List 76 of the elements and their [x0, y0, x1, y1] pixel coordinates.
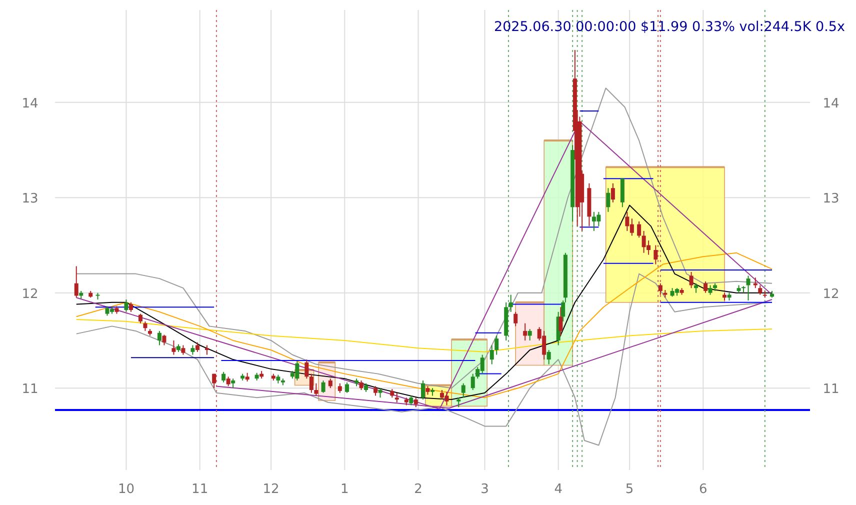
y2-tick-label: 13: [822, 192, 840, 207]
candlestick: [212, 373, 216, 389]
y-tick-label: 14: [22, 96, 38, 112]
candlestick: [546, 350, 551, 365]
candlestick: [374, 386, 378, 396]
candlestick: [222, 371, 226, 383]
candlestick: [610, 182, 615, 203]
candlestick: [461, 382, 466, 398]
candlestick: [157, 330, 162, 346]
candlestick: [124, 299, 128, 312]
line-series: [76, 88, 773, 389]
candlestick: [138, 313, 142, 324]
candlestick: [143, 320, 148, 332]
x-tick-label: 5: [625, 482, 634, 497]
candlestick: [620, 178, 624, 208]
candlestick: [494, 335, 499, 356]
candlestick: [409, 395, 414, 406]
candlestick: [470, 373, 475, 390]
text: 2025.06.30 00:00:00 $11.99 0.33% vol:244.5K 0.5x: [494, 19, 846, 35]
candlestick: [758, 284, 762, 296]
candlestick: [606, 188, 610, 212]
candlestick: [704, 280, 708, 294]
candlestick: [181, 344, 186, 356]
candlestick: [378, 388, 382, 398]
candlestick: [74, 266, 78, 298]
candlestick: [394, 392, 399, 403]
candlestick: [321, 380, 326, 394]
candlestick: [658, 282, 662, 296]
candlestick: [172, 340, 176, 356]
line-series: [76, 204, 773, 400]
candlestick: [309, 373, 314, 394]
candlestick: [195, 342, 200, 352]
candlestick: [689, 271, 694, 289]
candlestick: [421, 380, 426, 400]
x-tick-label: 1: [340, 482, 349, 497]
x-tick-label: 2: [414, 482, 422, 497]
candlestick: [490, 344, 494, 365]
x-tick-label: 3: [480, 482, 489, 497]
candlestick: [328, 378, 332, 389]
candlestick: [304, 359, 309, 380]
y2-tick-label: 12: [822, 286, 840, 302]
candlestick: [694, 282, 698, 294]
y2-tick-label: 11: [822, 382, 840, 398]
candlestick: [204, 344, 209, 356]
line-series: [76, 319, 773, 352]
candlestick: [456, 397, 461, 408]
candlestick: [414, 397, 418, 408]
line-series: [76, 120, 773, 410]
candlestick: [746, 275, 750, 301]
candlestick: [226, 376, 230, 387]
candlestick: [338, 382, 342, 394]
candlestick: [558, 306, 563, 336]
candlestick: [514, 311, 518, 327]
candlestick: [345, 382, 350, 394]
candlestick: [359, 380, 364, 390]
x-tick-label: 10: [118, 482, 134, 497]
y2-tick-label: 14: [822, 96, 840, 112]
line-series: [76, 252, 773, 398]
x-tick-label: 6: [699, 482, 708, 497]
candlestick: [637, 220, 642, 238]
candlestick: [708, 284, 712, 296]
candlestick: [162, 334, 166, 346]
candlestick: [523, 322, 528, 341]
candlestick: [190, 344, 195, 356]
y-tick-label: 13: [22, 192, 38, 207]
x-tick-label: 4: [554, 482, 562, 497]
candlestick: [654, 244, 658, 265]
candlestick: [528, 328, 532, 341]
candlestick: [231, 378, 236, 389]
x-tick-label: 11: [192, 482, 208, 497]
y-tick-label: 12: [22, 286, 38, 302]
y-tick-label: 11: [22, 382, 38, 398]
candlestick: [128, 302, 133, 312]
candlestick: [314, 382, 318, 396]
x-tick-label: 12: [262, 482, 280, 497]
candlestick: [508, 294, 513, 312]
